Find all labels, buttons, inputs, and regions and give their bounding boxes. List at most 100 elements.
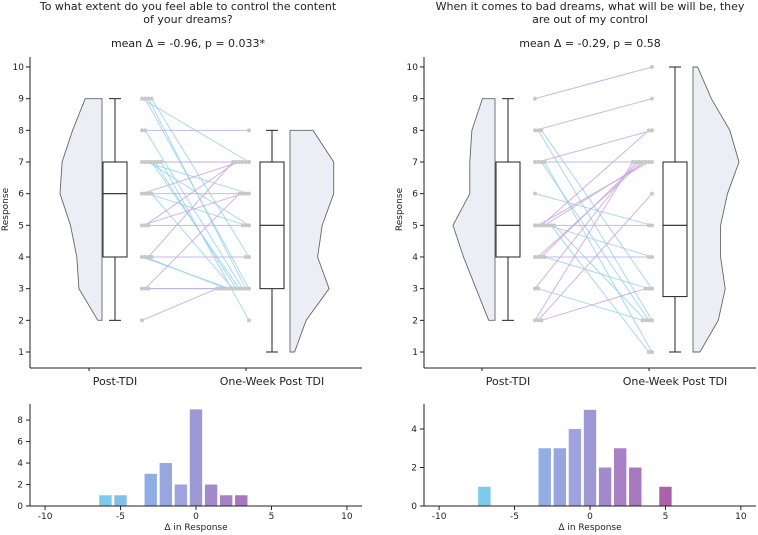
histogram-bar [174, 484, 188, 506]
y-tick-label: 5 [412, 221, 418, 231]
y-tick-label: 6 [412, 190, 418, 200]
paired-line [544, 256, 649, 290]
paired-line [151, 98, 250, 258]
point-post-tdi [539, 128, 544, 133]
histogram-bar [99, 495, 112, 506]
histogram-bar [598, 467, 612, 506]
paired-line [553, 224, 646, 321]
point-post-tdi [140, 318, 144, 323]
point-one-week [221, 286, 226, 291]
point-post-tdi [533, 223, 537, 228]
violin-post-tdi [59, 98, 103, 321]
point-one-week [646, 223, 651, 228]
title-line: To what extent do you feel able to contr… [39, 0, 337, 13]
point-post-tdi [536, 160, 541, 164]
point-post-tdi [143, 128, 148, 133]
violin-one-week [289, 129, 335, 353]
hist-x-tick-label: 5 [269, 512, 275, 522]
point-one-week [240, 286, 245, 291]
point-post-tdi [146, 191, 151, 196]
point-post-tdi [140, 96, 144, 101]
paired-line [144, 193, 240, 290]
paired-line [148, 193, 246, 226]
point-post-tdi [536, 286, 541, 291]
violin-post-tdi [452, 98, 496, 321]
hist-x-tick-label: -10 [38, 512, 53, 522]
point-post-tdi [542, 255, 547, 259]
point-one-week [247, 191, 251, 196]
hist-y-tick-label: 2 [17, 481, 23, 491]
point-one-week [224, 286, 229, 291]
point-one-week [227, 286, 232, 291]
point-one-week [243, 191, 248, 196]
y-axis-label: Response [1, 187, 11, 231]
y-tick-label: 2 [18, 316, 24, 326]
box-iqr [495, 161, 521, 258]
point-one-week [247, 223, 251, 228]
point-post-tdi [146, 223, 151, 228]
point-post-tdi [143, 255, 148, 259]
histogram-bar [144, 473, 157, 506]
paired-line [144, 161, 237, 226]
point-one-week [646, 318, 651, 323]
y-tick-label: 1 [18, 348, 24, 358]
point-one-week [650, 65, 654, 69]
point-one-week [247, 160, 251, 164]
point-one-week [240, 160, 245, 164]
panel-title: To what extent do you feel able to contr… [39, 0, 337, 26]
stat-label: mean Δ = -0.96, p = 0.033* [111, 37, 266, 50]
point-post-tdi [542, 223, 547, 228]
point-one-week [218, 286, 223, 291]
point-post-tdi [159, 160, 164, 164]
point-one-week [234, 160, 239, 164]
box-iqr [662, 161, 688, 298]
point-one-week [237, 286, 242, 291]
point-one-week [650, 350, 654, 354]
point-one-week [215, 286, 219, 291]
point-post-tdi [539, 160, 544, 164]
point-post-tdi [140, 191, 144, 196]
point-one-week [243, 160, 248, 164]
paired-line [540, 130, 653, 289]
category-label: One-Week Post TDI [220, 375, 325, 388]
paired-line [547, 224, 653, 258]
histogram-bar [478, 486, 491, 506]
hist-x-tick-label: 5 [663, 512, 669, 522]
point-post-tdi [149, 160, 154, 164]
paired-line [550, 225, 650, 353]
histogram-bar [553, 448, 567, 506]
point-one-week [247, 255, 251, 259]
histogram-bar [235, 495, 248, 506]
point-post-tdi [146, 96, 151, 101]
y-tick-label: 7 [412, 158, 418, 168]
point-post-tdi [146, 160, 151, 164]
histogram-bar [659, 486, 672, 506]
point-post-tdi [140, 255, 144, 259]
point-one-week [646, 160, 651, 164]
hist-x-axis-label: Δ in Response [558, 523, 622, 533]
point-one-week [243, 223, 248, 228]
point-one-week [237, 160, 242, 164]
y-tick-label: 9 [412, 95, 418, 105]
point-post-tdi [542, 160, 547, 164]
point-one-week [650, 286, 654, 291]
stat-label: mean Δ = -0.29, p = 0.58 [519, 37, 661, 50]
paired-line [538, 288, 643, 321]
paired-line [534, 98, 653, 131]
point-post-tdi [533, 255, 537, 259]
y-tick-label: 9 [18, 95, 24, 105]
point-post-tdi [143, 223, 148, 228]
y-tick-label: 1 [412, 348, 418, 358]
point-post-tdi [143, 286, 148, 291]
violin-one-week [692, 66, 740, 353]
point-post-tdi [140, 160, 144, 164]
paired-line [541, 129, 650, 226]
point-post-tdi [533, 286, 537, 291]
point-one-week [650, 128, 654, 133]
title-line: of your dreams? [143, 13, 233, 26]
y-tick-label: 3 [412, 285, 418, 295]
point-one-week [650, 223, 654, 228]
point-post-tdi [152, 160, 157, 164]
point-one-week [243, 255, 248, 259]
paired-line [141, 193, 243, 226]
